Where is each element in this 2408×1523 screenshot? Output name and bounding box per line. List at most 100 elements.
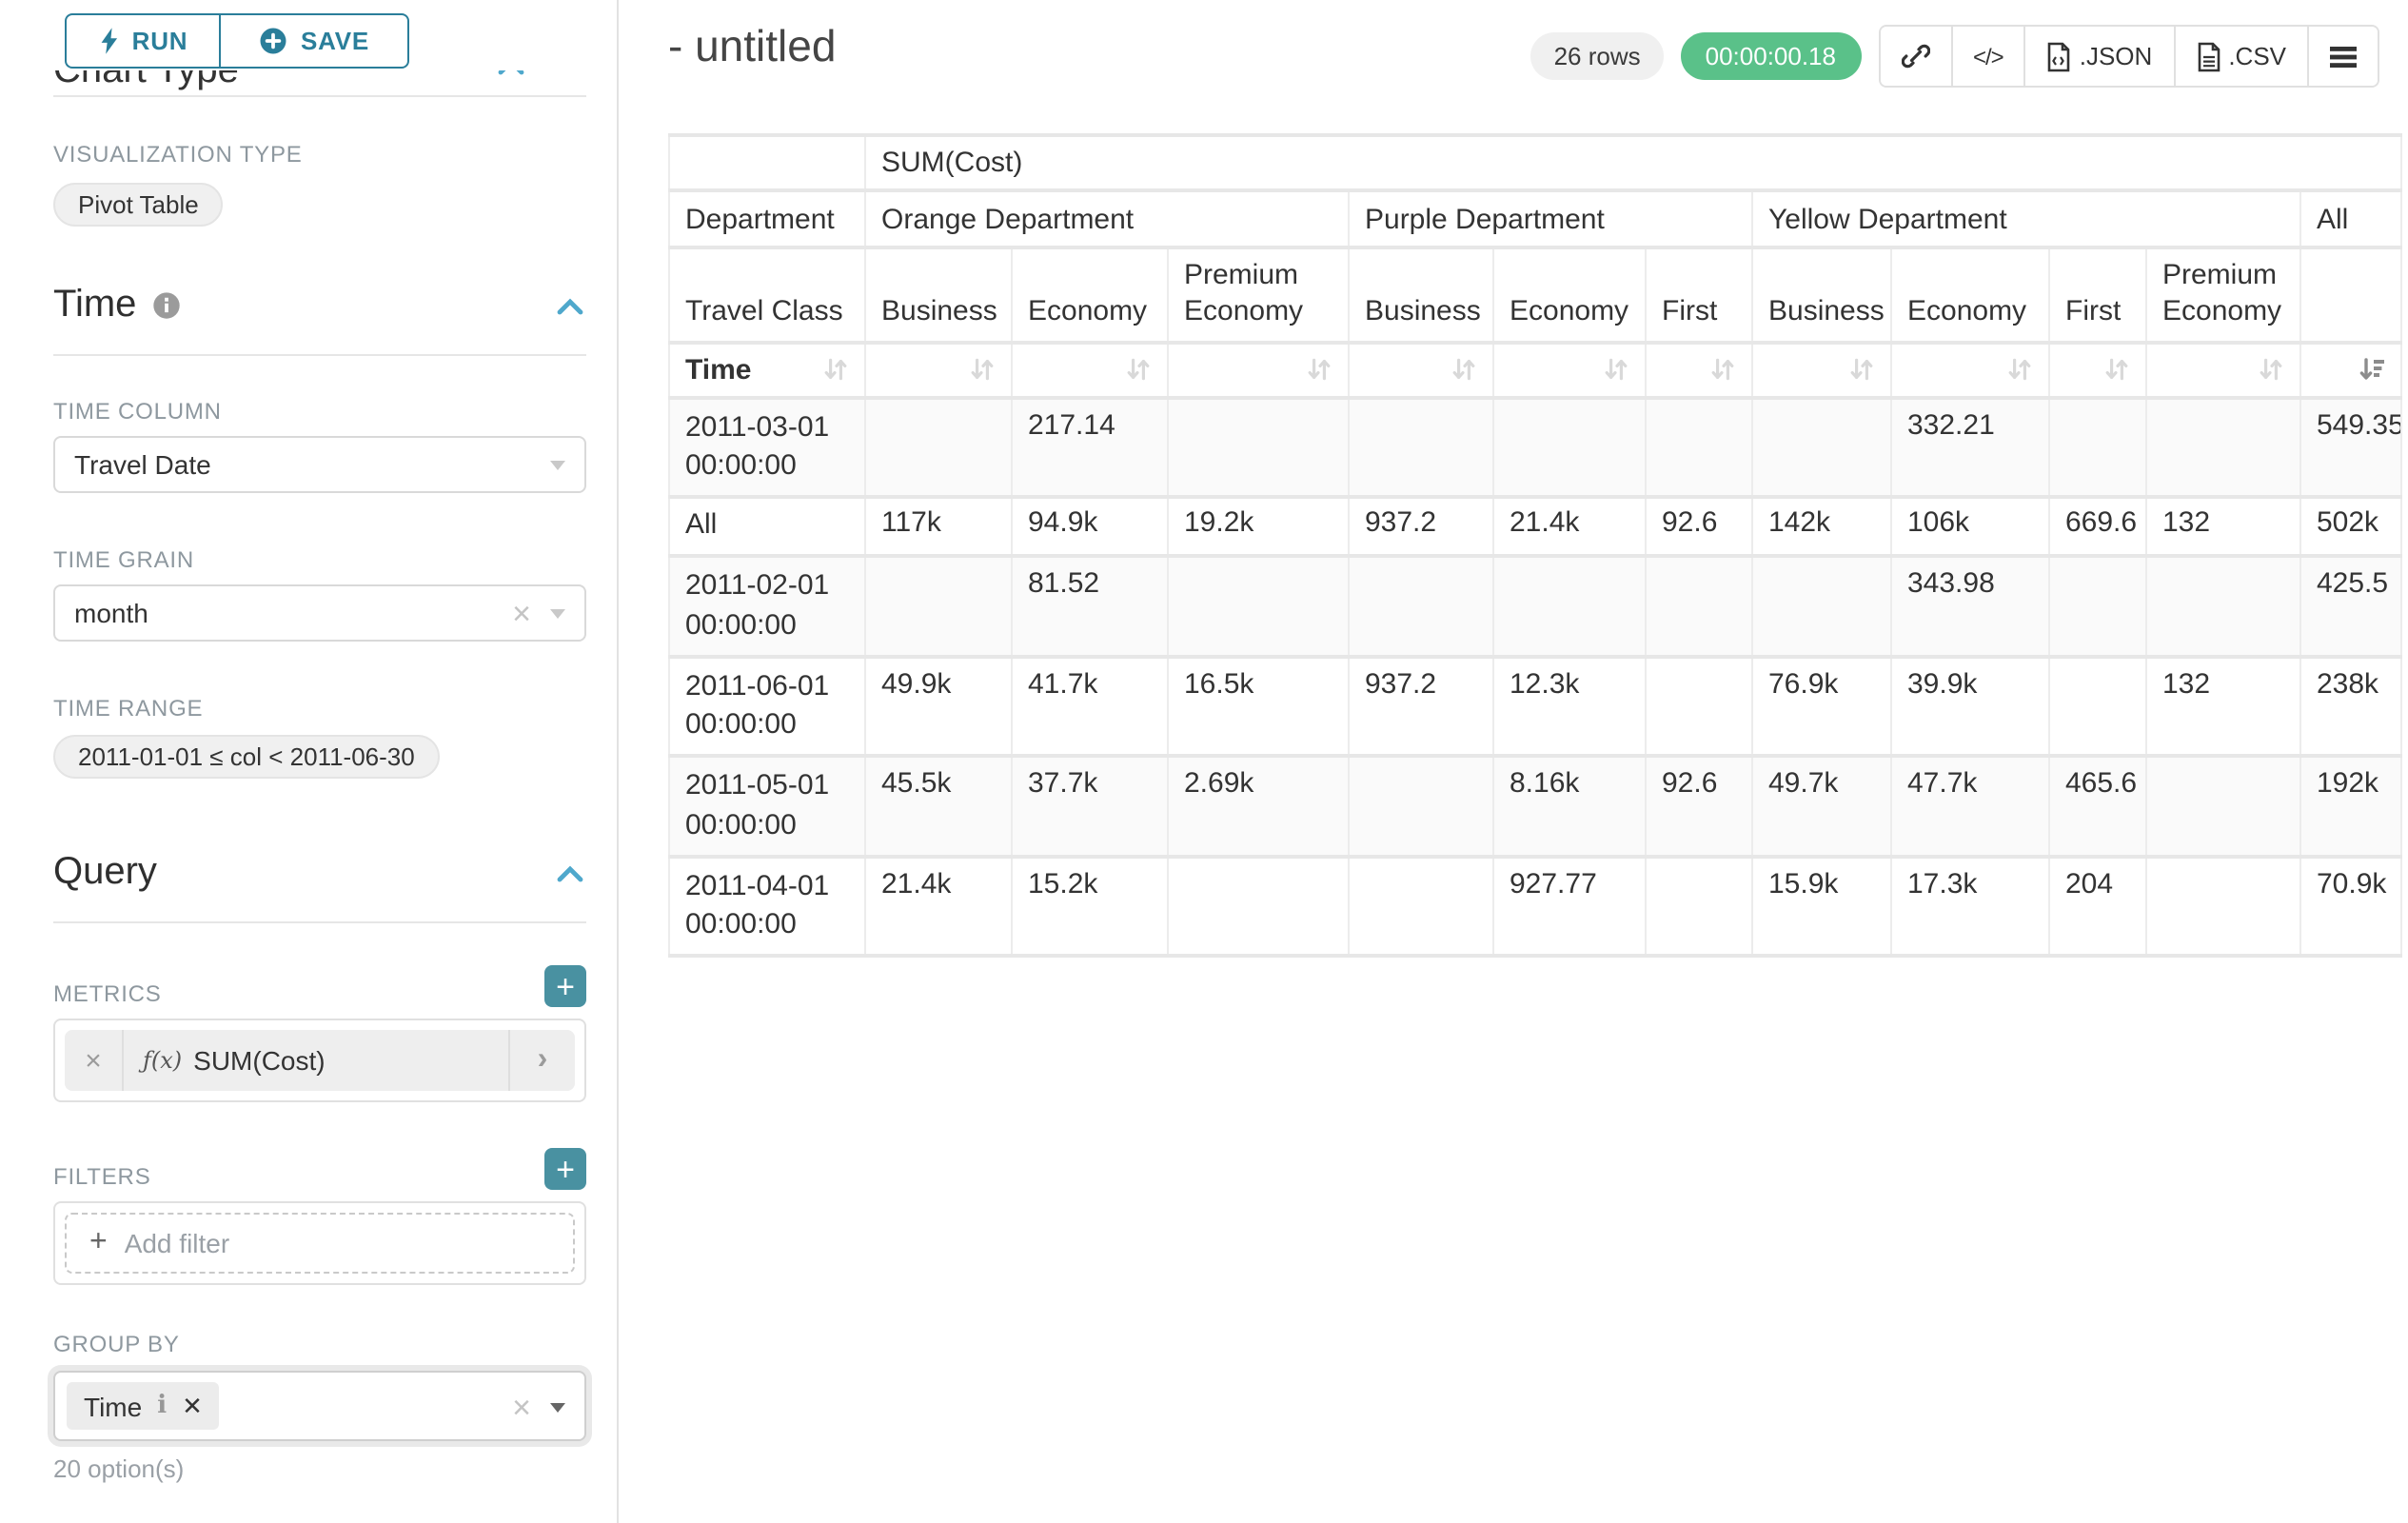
sort-icon[interactable] [1125, 356, 1152, 383]
sort-icon[interactable] [822, 356, 849, 383]
sort-icon[interactable] [1306, 356, 1332, 383]
value-cell [1167, 395, 1350, 499]
metric-pill[interactable]: × ƒ(x) SUM(Cost) › [65, 1030, 575, 1091]
metric-name: SUM(Cost) [193, 1045, 326, 1076]
add-metric-button[interactable]: + [544, 965, 586, 1007]
group-by-select[interactable]: Time i ✕ × [53, 1371, 586, 1441]
add-filter-button[interactable]: + Add filter [65, 1213, 575, 1274]
link-icon [1901, 44, 1929, 69]
column-sort-cell[interactable] [1167, 340, 1350, 399]
table-row: 2011-02-01 00:00:00 81.52 343.98 425.5 [668, 554, 2403, 659]
menu-button[interactable] [2309, 27, 2378, 86]
collapse-time-icon[interactable] [554, 293, 586, 318]
time-column-select[interactable]: Travel Date [53, 436, 586, 493]
chart-title[interactable]: - untitled [668, 21, 837, 70]
code-icon: </> [1973, 43, 2004, 69]
column-sort-cell[interactable] [1751, 340, 1892, 399]
dept-label-cell: Department [668, 188, 866, 249]
column-sort-cell[interactable] [2299, 340, 2403, 399]
metric-header-cell: SUM(Cost) [863, 133, 2403, 192]
row-header-cell: 2011-03-01 00:00:00 [668, 395, 866, 499]
group-by-tag: Time i ✕ [67, 1382, 220, 1430]
clear-icon[interactable]: × [512, 595, 531, 631]
sort-icon[interactable] [2258, 356, 2284, 383]
bolt-icon [102, 28, 118, 54]
corner-cell [668, 133, 866, 192]
short-link-button[interactable] [1880, 27, 1952, 86]
save-button[interactable]: SAVE [219, 13, 409, 69]
run-button[interactable]: RUN [65, 13, 219, 69]
sort-icon[interactable] [1709, 356, 1736, 383]
value-cell [1645, 654, 1753, 759]
value-cell [1645, 554, 1753, 659]
viz-type-value-pill[interactable]: Pivot Table [53, 183, 224, 227]
tag-info-icon[interactable]: i [157, 1392, 168, 1420]
remove-metric-icon[interactable]: × [65, 1030, 124, 1091]
column-sort-cell[interactable] [1011, 340, 1169, 399]
add-filter-plus-button[interactable]: + [544, 1148, 586, 1190]
sort-icon[interactable] [1848, 356, 1875, 383]
class-header-cell: Economy [1890, 246, 2050, 344]
clear-icon[interactable]: × [512, 1390, 531, 1426]
value-cell [1751, 395, 1892, 499]
view-query-button[interactable]: </> [1952, 27, 2026, 86]
info-icon[interactable] [151, 291, 180, 320]
sort-icon[interactable] [1603, 356, 1629, 383]
group-by-label: GROUP BY [53, 1331, 180, 1357]
value-cell: 238k [2299, 654, 2403, 759]
row-header-cell: 2011-04-01 00:00:00 [668, 854, 866, 959]
export-json-button[interactable]: .JSON [2025, 27, 2176, 86]
class-header-cell: First [1645, 246, 1753, 344]
time-grain-select[interactable]: month × [53, 584, 586, 642]
sort-desc-icon[interactable] [2359, 356, 2385, 383]
sort-icon[interactable] [2103, 356, 2130, 383]
dept-group-cell: Purple Department [1348, 188, 1753, 249]
sort-icon[interactable] [2006, 356, 2033, 383]
value-cell: 669.6 [2048, 494, 2147, 559]
caret-down-icon[interactable] [550, 1403, 565, 1413]
column-sort-cell[interactable] [864, 340, 1013, 399]
column-sort-cell[interactable] [1645, 340, 1753, 399]
sort-icon[interactable] [969, 356, 996, 383]
file-json-icon [2048, 41, 2071, 71]
open-metric-icon[interactable]: › [508, 1030, 575, 1091]
value-cell [2145, 395, 2301, 499]
value-cell: 17.3k [1890, 854, 2050, 959]
collapse-query-icon[interactable] [554, 860, 586, 885]
column-sort-cell[interactable] [1492, 340, 1647, 399]
value-cell: 15.9k [1751, 854, 1892, 959]
export-button-group: </> .JSON .CSV [1878, 25, 2379, 88]
value-cell: 502k [2299, 494, 2403, 559]
value-cell: 106k [1890, 494, 2050, 559]
value-cell: 117k [864, 494, 1013, 559]
value-cell: 94.9k [1011, 494, 1169, 559]
sort-icon[interactable] [1451, 356, 1477, 383]
plus-icon: + [89, 1226, 108, 1258]
export-csv-button[interactable]: .CSV [2175, 27, 2309, 86]
control-panel: Chart Type RUN SAVE VISUALIZATION TYPE P… [0, 0, 619, 1523]
row-count-badge: 26 rows [1530, 32, 1664, 80]
column-sort-cell[interactable] [1890, 340, 2050, 399]
value-cell: 927.77 [1492, 854, 1647, 959]
plus-circle-icon [260, 28, 286, 54]
value-cell [2048, 654, 2147, 759]
value-cell [1348, 854, 1494, 959]
column-sort-cell[interactable] [2145, 340, 2301, 399]
table-row: 2011-04-01 00:00:00 21.4k 15.2k 927.77 15.9k… [668, 854, 2403, 959]
value-cell [1645, 395, 1753, 499]
filters-box: + Add filter [53, 1201, 586, 1285]
column-sort-cell[interactable] [1348, 340, 1494, 399]
time-sort-cell[interactable]: Time [668, 340, 866, 399]
value-cell: 21.4k [864, 854, 1013, 959]
time-range-pill[interactable]: 2011-01-01 ≤ col < 2011-06-30 [53, 735, 440, 779]
tag-remove-icon[interactable]: ✕ [182, 1391, 203, 1419]
value-cell [864, 395, 1013, 499]
metrics-box: × ƒ(x) SUM(Cost) › [53, 1019, 586, 1102]
table-row: 2011-06-01 00:00:00 49.9k 41.7k 16.5k 937.2 1… [668, 654, 2403, 759]
class-header-cell: Premium Economy [1167, 246, 1350, 344]
column-sort-cell[interactable] [2048, 340, 2147, 399]
caret-down-icon [550, 608, 565, 618]
value-cell [1167, 854, 1350, 959]
metrics-label: METRICS [53, 980, 162, 1007]
